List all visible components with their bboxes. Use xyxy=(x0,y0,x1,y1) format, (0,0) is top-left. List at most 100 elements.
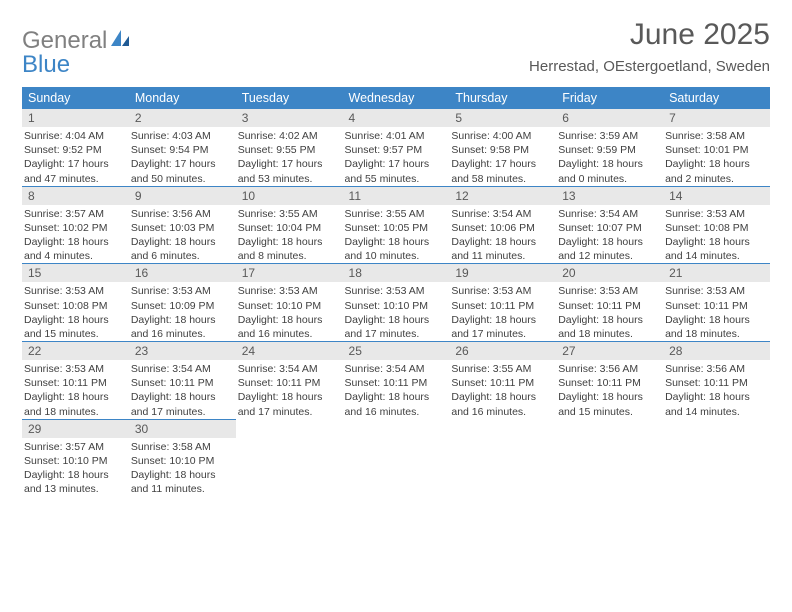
info-line: Sunrise: 3:54 AM xyxy=(345,362,448,376)
day-info: Sunrise: 3:53 AMSunset: 10:11 PMDaylight… xyxy=(663,282,770,341)
day-number: 18 xyxy=(343,263,450,282)
day-info: Sunrise: 3:56 AMSunset: 10:11 PMDaylight… xyxy=(556,360,663,419)
day-number: 15 xyxy=(22,263,129,282)
info-line: Sunset: 9:52 PM xyxy=(24,143,127,157)
calendar-cell: 28Sunrise: 3:56 AMSunset: 10:11 PMDaylig… xyxy=(663,341,770,419)
day-info: Sunrise: 4:02 AMSunset: 9:55 PMDaylight:… xyxy=(236,127,343,186)
calendar-week: 8Sunrise: 3:57 AMSunset: 10:02 PMDayligh… xyxy=(22,186,770,264)
info-line: Daylight: 18 hours xyxy=(24,468,127,482)
info-line: Sunrise: 3:53 AM xyxy=(131,284,234,298)
info-line: Sunrise: 3:56 AM xyxy=(131,207,234,221)
info-line: Daylight: 18 hours xyxy=(131,468,234,482)
info-line: Sunset: 10:04 PM xyxy=(238,221,341,235)
info-line: Sunset: 9:58 PM xyxy=(451,143,554,157)
page-subtitle: Herrestad, OEstergoetland, Sweden xyxy=(529,58,770,75)
info-line: Sunset: 10:11 PM xyxy=(131,376,234,390)
calendar-week: 1 Sunrise: 4:04 AMSunset: 9:52 PM Daylight… xyxy=(22,109,770,186)
info-line: Sunrise: 3:53 AM xyxy=(24,362,127,376)
logo-word1: General xyxy=(22,27,107,54)
info-line: Sunset: 10:07 PM xyxy=(558,221,661,235)
info-line: Daylight: 18 hours xyxy=(238,313,341,327)
info-line: and 11 minutes. xyxy=(131,482,234,496)
calendar-cell: 21Sunrise: 3:53 AMSunset: 10:11 PMDaylig… xyxy=(663,263,770,341)
calendar-cell: 14Sunrise: 3:53 AMSunset: 10:08 PMDaylig… xyxy=(663,186,770,264)
day-header: Monday xyxy=(129,87,236,109)
info-line: and 11 minutes. xyxy=(451,249,554,263)
info-line: Daylight: 18 hours xyxy=(345,313,448,327)
day-info: Sunrise: 3:53 AMSunset: 10:11 PMDaylight… xyxy=(556,282,663,341)
info-line: Sunrise: 4:01 AM xyxy=(345,129,448,143)
info-line: Daylight: 17 hours xyxy=(345,157,448,171)
info-line: and 16 minutes. xyxy=(345,405,448,419)
calendar-cell: 18Sunrise: 3:53 AMSunset: 10:10 PMDaylig… xyxy=(343,263,450,341)
info-line: Daylight: 18 hours xyxy=(131,390,234,404)
day-number: 20 xyxy=(556,263,663,282)
day-header: Thursday xyxy=(449,87,556,109)
info-line: Daylight: 18 hours xyxy=(665,157,768,171)
info-line: Sunset: 9:55 PM xyxy=(238,143,341,157)
info-line: Sunset: 10:10 PM xyxy=(238,299,341,313)
day-number: 26 xyxy=(449,341,556,360)
info-line: Daylight: 18 hours xyxy=(345,235,448,249)
info-line: Sunrise: 4:03 AM xyxy=(131,129,234,143)
calendar-cell: 11Sunrise: 3:55 AMSunset: 10:05 PMDaylig… xyxy=(343,186,450,264)
logo-sail-icon xyxy=(109,28,131,53)
day-info: Sunrise: 4:01 AMSunset: 9:57 PMDaylight:… xyxy=(343,127,450,186)
calendar-cell: 29Sunrise: 3:57 AMSunset: 10:10 PMDaylig… xyxy=(22,419,129,497)
day-number: 8 xyxy=(22,186,129,205)
day-info: Sunrise: 3:55 AMSunset: 10:11 PMDaylight… xyxy=(449,360,556,419)
day-info: Sunrise: 3:55 AMSunset: 10:04 PMDaylight… xyxy=(236,205,343,264)
day-number: 21 xyxy=(663,263,770,282)
day-info: Sunrise: 3:53 AMSunset: 10:08 PMDaylight… xyxy=(663,205,770,264)
day-number: 1 xyxy=(22,109,129,127)
day-number: 28 xyxy=(663,341,770,360)
day-number: 25 xyxy=(343,341,450,360)
calendar-cell: 26Sunrise: 3:55 AMSunset: 10:11 PMDaylig… xyxy=(449,341,556,419)
calendar-cell: 9Sunrise: 3:56 AMSunset: 10:03 PMDayligh… xyxy=(129,186,236,264)
day-info: Sunrise: 3:53 AMSunset: 10:09 PMDaylight… xyxy=(129,282,236,341)
info-line: Sunrise: 4:04 AM xyxy=(24,129,127,143)
calendar-cell: 27Sunrise: 3:56 AMSunset: 10:11 PMDaylig… xyxy=(556,341,663,419)
info-line: Daylight: 18 hours xyxy=(238,390,341,404)
info-line: Daylight: 18 hours xyxy=(24,235,127,249)
calendar-cell: 22Sunrise: 3:53 AMSunset: 10:11 PMDaylig… xyxy=(22,341,129,419)
info-line: and 17 minutes. xyxy=(131,405,234,419)
info-line: Sunrise: 3:55 AM xyxy=(345,207,448,221)
calendar-cell xyxy=(343,419,450,497)
calendar-cell xyxy=(663,419,770,497)
info-line: Sunrise: 4:02 AM xyxy=(238,129,341,143)
day-info: Sunrise: 3:54 AMSunset: 10:11 PMDaylight… xyxy=(129,360,236,419)
info-line: and 50 minutes. xyxy=(131,172,234,186)
day-number: 30 xyxy=(129,419,236,438)
calendar-cell: 2Sunrise: 4:03 AMSunset: 9:54 PMDaylight… xyxy=(129,109,236,186)
info-line: and 55 minutes. xyxy=(345,172,448,186)
info-line: and 10 minutes. xyxy=(345,249,448,263)
info-line: Sunrise: 3:57 AM xyxy=(24,440,127,454)
day-header-row: Sunday Monday Tuesday Wednesday Thursday… xyxy=(22,87,770,109)
info-line: Daylight: 18 hours xyxy=(24,390,127,404)
day-number: 14 xyxy=(663,186,770,205)
info-line: Sunset: 10:01 PM xyxy=(665,143,768,157)
info-line: Sunset: 10:02 PM xyxy=(24,221,127,235)
day-number: 5 xyxy=(449,109,556,127)
day-info: Sunrise: 3:54 AMSunset: 10:06 PMDaylight… xyxy=(449,205,556,264)
calendar-cell: 5Sunrise: 4:00 AMSunset: 9:58 PMDaylight… xyxy=(449,109,556,186)
info-line: Sunset: 9:59 PM xyxy=(558,143,661,157)
info-line: Daylight: 18 hours xyxy=(558,390,661,404)
day-info: Sunrise: 3:53 AMSunset: 10:10 PMDaylight… xyxy=(236,282,343,341)
info-line: Sunset: 10:11 PM xyxy=(451,376,554,390)
day-number: 10 xyxy=(236,186,343,205)
calendar-cell xyxy=(236,419,343,497)
info-line: and 18 minutes. xyxy=(24,405,127,419)
info-line: and 12 minutes. xyxy=(558,249,661,263)
info-line: Sunrise: 3:54 AM xyxy=(238,362,341,376)
day-number: 29 xyxy=(22,419,129,438)
info-line: Daylight: 18 hours xyxy=(558,157,661,171)
info-line: Sunset: 10:11 PM xyxy=(665,376,768,390)
day-number: 17 xyxy=(236,263,343,282)
calendar-week: 22Sunrise: 3:53 AMSunset: 10:11 PMDaylig… xyxy=(22,341,770,419)
info-line: Sunset: 9:54 PM xyxy=(131,143,234,157)
info-line: Sunrise: 3:54 AM xyxy=(451,207,554,221)
info-line: Daylight: 18 hours xyxy=(665,235,768,249)
day-header: Wednesday xyxy=(343,87,450,109)
